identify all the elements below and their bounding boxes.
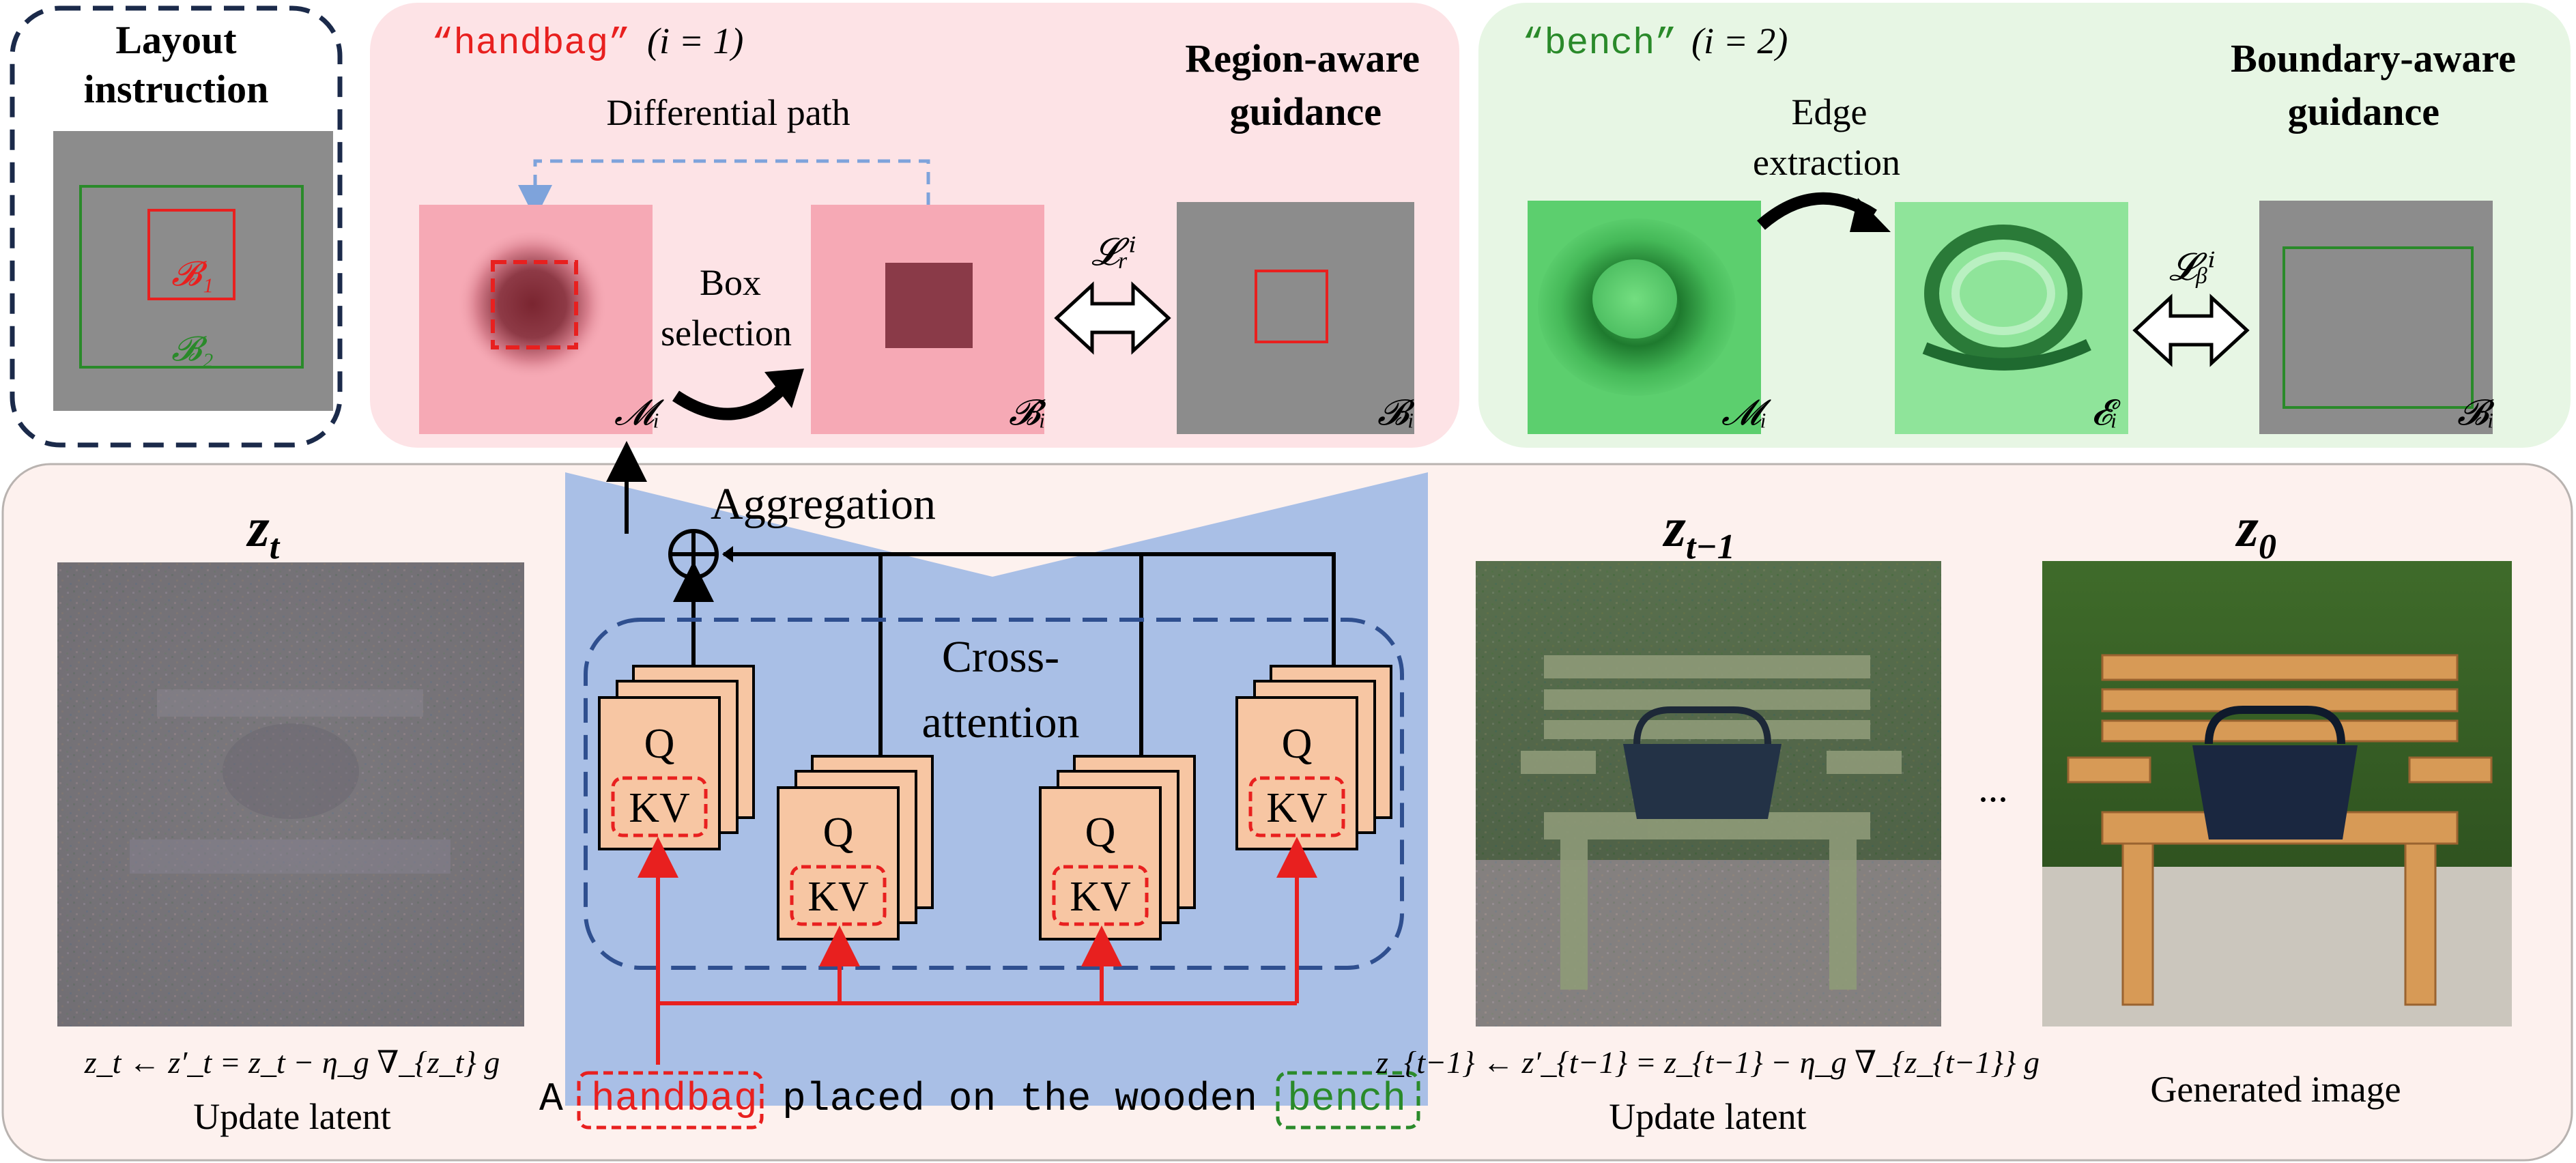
boundary-quoted-word: “bench”: [1522, 23, 1677, 65]
box-selection-arrow: [672, 381, 790, 420]
layout-instruction-box: Layout instruction 𝓑₁ 𝓑₂: [10, 5, 343, 448]
region-mask-map: 𝓜ᵢ: [419, 205, 664, 434]
zt-label: zt: [246, 496, 281, 566]
boundary-title-line2: guidance: [2288, 89, 2439, 134]
kv-label-3: KV: [1070, 874, 1131, 920]
region-quoted-word: “handbag”: [431, 23, 631, 65]
aggregation-lines: [724, 552, 1336, 758]
q-label-3: Q: [1085, 809, 1116, 856]
region-b-map: 𝓑ᵢ: [1177, 202, 1415, 434]
zt1-label: zt−1: [1662, 496, 1735, 566]
region-title-line2: guidance: [1230, 89, 1382, 134]
boundary-loss-arrow: [2132, 293, 2250, 367]
aggregation-label: Aggregation: [711, 479, 936, 529]
qkv-head-2: Q KV: [777, 755, 934, 941]
prompt-handbag-box: [577, 1071, 764, 1130]
generated-image-caption: Generated image: [2150, 1069, 2401, 1110]
edge-extraction-line2: extraction: [1753, 142, 1900, 183]
layout-canvas: [53, 131, 333, 411]
prompt-word-middle: placed on the wooden: [782, 1078, 1257, 1122]
region-bhat-map: 𝓑̂ᵢ: [811, 205, 1046, 434]
boundary-mask-map: 𝓜ᵢ: [1528, 201, 1771, 434]
boundary-title-line1: Boundary-aware: [2231, 36, 2516, 81]
zt1-update-caption: Update latent: [1609, 1096, 1806, 1137]
zt1-update-equation: z_{t−1} ← z′_{t−1} = z_{t−1} − η_g ∇_{z_…: [1375, 1045, 2040, 1080]
z0-label: z0: [2235, 496, 2276, 566]
qkv-head-4: Q KV: [1235, 665, 1392, 850]
edge-extraction-line1: Edge: [1792, 91, 1867, 132]
layout-title-line2: instruction: [84, 67, 269, 111]
cross-attention-line2: attention: [922, 698, 1080, 747]
kv-label-2: KV: [807, 874, 869, 920]
region-title-line1: Region-aware: [1185, 36, 1420, 81]
token-routing-arrows: [638, 837, 1317, 1065]
prompt-word-bench: bench: [1287, 1078, 1406, 1122]
ellipsis: ...: [1978, 766, 2008, 810]
zt1-noisy-bench-image: [1476, 561, 1941, 1026]
q-label-2: Q: [823, 809, 854, 856]
boundary-loss-label: 𝓛ᵦⁱ: [2169, 246, 2216, 289]
kv-label-1: KV: [629, 785, 690, 831]
layout-label-b2: 𝓑₂: [171, 330, 213, 368]
differential-path-label: Differential path: [606, 92, 850, 133]
region-loss-label: 𝓛ᵣⁱ: [1091, 231, 1136, 274]
boundary-edge-map: 𝓔ᵢ: [1895, 202, 2128, 434]
cross-attention-region: [584, 618, 1404, 970]
boundary-mask-label: 𝓜ᵢ: [1721, 394, 1771, 433]
region-bhat-label: 𝓑̂ᵢ: [1009, 394, 1046, 433]
box-selection-line2: selection: [661, 313, 792, 354]
differential-path-arrow: [518, 159, 930, 219]
q-label-1: Q: [644, 721, 675, 767]
boundary-aware-panel: “bench” (i = 2) Boundary-aware guidance …: [1478, 3, 2571, 448]
box-selection-line1: Box: [700, 262, 761, 303]
boundary-b-map: 𝓑ᵢ: [2259, 201, 2495, 434]
zt-update-equation: z_t ← z′_t = z_t − η_g ∇_{z_t} g: [84, 1045, 500, 1080]
generated-bench-image: [2042, 561, 2512, 1026]
layout-box-b1: [147, 209, 235, 300]
region-b-label: 𝓑ᵢ: [1377, 394, 1415, 433]
zt-noisy-image: [57, 562, 524, 1026]
cross-attention-line1: Cross-: [942, 632, 1059, 682]
region-mask-label: 𝓜ᵢ: [614, 394, 664, 433]
prompt-text: A handbag placed on the wooden bench: [539, 1071, 1420, 1130]
region-loss-arrow: [1054, 281, 1171, 355]
qkv-head-1: Q KV: [598, 665, 755, 850]
prompt-word-a: A: [539, 1078, 563, 1122]
qkv-head-3: Q KV: [1039, 755, 1196, 941]
region-aware-panel: “handbag” (i = 1) Region-aware guidance …: [370, 3, 1459, 448]
layout-title-line1: Layout: [115, 18, 237, 62]
aggregation-sum-icon: [668, 529, 719, 579]
boundary-b-label: 𝓑ᵢ: [2457, 394, 2495, 433]
boundary-edge-label: 𝓔ᵢ: [2091, 394, 2121, 433]
prompt-bench-box: [1276, 1071, 1420, 1130]
region-index-label: (i = 1): [647, 20, 743, 61]
boundary-index-label: (i = 2): [1691, 20, 1788, 61]
zt-update-caption: Update latent: [193, 1096, 390, 1137]
layout-label-b1: 𝓑₁: [171, 255, 213, 293]
layout-box-b2: [79, 185, 304, 369]
kv-label-4: KV: [1266, 785, 1328, 831]
prompt-word-handbag: handbag: [591, 1078, 758, 1122]
q-label-4: Q: [1282, 721, 1313, 767]
unet-shape: [565, 472, 1428, 1106]
